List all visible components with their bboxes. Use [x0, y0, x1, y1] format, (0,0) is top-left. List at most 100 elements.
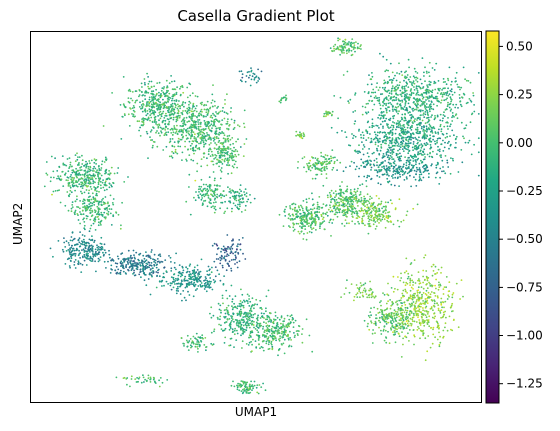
scatter-point — [361, 217, 363, 220]
scatter-point — [327, 196, 329, 199]
scatter-point — [412, 107, 415, 110]
scatter-point — [348, 102, 350, 104]
scatter-point — [198, 336, 201, 339]
scatter-point — [342, 205, 345, 208]
scatter-point — [205, 125, 208, 128]
scatter-point — [141, 124, 144, 127]
scatter-point — [325, 205, 327, 207]
scatter-point — [288, 225, 290, 227]
scatter-point — [378, 96, 380, 99]
scatter-point — [98, 178, 101, 181]
scatter-point — [51, 193, 53, 196]
scatter-point — [316, 159, 319, 162]
scatter-point — [260, 346, 263, 348]
scatter-point — [80, 169, 83, 171]
scatter-point — [158, 275, 161, 278]
scatter-point — [241, 301, 244, 304]
scatter-point — [239, 184, 242, 187]
scatter-point — [163, 106, 166, 109]
scatter-point — [292, 226, 295, 229]
scatter-point — [290, 321, 292, 324]
scatter-point — [83, 259, 86, 262]
scatter-point — [397, 136, 400, 139]
scatter-point — [85, 189, 88, 191]
scatter-point — [173, 108, 176, 111]
scatter-point — [426, 113, 429, 116]
scatter-point — [123, 260, 126, 263]
scatter-point — [87, 170, 89, 173]
scatter-point — [251, 350, 253, 353]
scatter-point — [231, 318, 234, 321]
scatter-point — [104, 181, 107, 184]
scatter-point — [88, 170, 91, 173]
scatter-point — [77, 239, 80, 242]
scatter-point — [320, 213, 323, 216]
scatter-point — [74, 259, 77, 261]
scatter-point — [211, 93, 214, 96]
scatter-point — [96, 246, 99, 249]
scatter-point — [389, 215, 392, 218]
scatter-point — [173, 145, 176, 148]
scatter-point — [79, 178, 81, 181]
scatter-point — [276, 321, 279, 324]
scatter-point — [141, 86, 143, 88]
scatter-point — [140, 262, 142, 264]
scatter-point — [258, 336, 261, 339]
scatter-point — [256, 316, 259, 319]
scatter-point — [104, 208, 106, 211]
scatter-point — [108, 249, 110, 252]
scatter-point — [108, 173, 111, 176]
scatter-point — [207, 120, 210, 123]
scatter-point — [400, 220, 403, 223]
scatter-point — [83, 169, 86, 172]
scatter-point — [442, 117, 444, 120]
scatter-point — [194, 120, 197, 123]
scatter-point — [311, 214, 313, 217]
scatter-point — [179, 285, 181, 288]
scatter-point — [407, 97, 409, 100]
scatter-point — [186, 127, 189, 130]
scatter-point — [106, 209, 109, 211]
scatter-point — [358, 47, 361, 50]
scatter-point — [179, 283, 182, 285]
scatter-point — [149, 100, 152, 103]
scatter-point — [231, 305, 233, 308]
scatter-point — [166, 379, 169, 381]
scatter-point — [453, 116, 455, 118]
scatter-point — [283, 320, 285, 322]
scatter-point — [80, 166, 83, 168]
scatter-point — [444, 92, 447, 94]
scatter-point — [192, 110, 194, 113]
scatter-point — [155, 131, 157, 134]
scatter-point — [231, 153, 234, 155]
scatter-point — [339, 161, 342, 164]
scatter-point — [253, 326, 255, 329]
scatter-point — [127, 113, 130, 116]
scatter-point — [191, 276, 194, 278]
scatter-point — [397, 98, 400, 101]
scatter-point — [401, 99, 403, 102]
scatter-point — [211, 116, 214, 119]
scatter-point — [470, 100, 473, 103]
scatter-point — [181, 136, 184, 139]
scatter-point — [387, 102, 390, 105]
scatter-point — [266, 332, 269, 335]
scatter-point — [263, 334, 266, 337]
scatter-point — [229, 188, 231, 190]
scatter-point — [234, 258, 237, 261]
scatter-point — [330, 209, 333, 212]
scatter-point — [104, 172, 106, 175]
scatter-point — [229, 337, 232, 340]
scatter-point — [389, 220, 392, 223]
scatter-point — [102, 197, 104, 200]
scatter-point — [221, 255, 223, 258]
scatter-point — [131, 91, 134, 93]
scatter-point — [150, 129, 153, 132]
scatter-point — [294, 334, 296, 337]
scatter-point — [250, 380, 253, 383]
scatter-point — [321, 218, 324, 221]
scatter-point — [405, 100, 407, 103]
scatter-point — [430, 101, 433, 103]
scatter-point — [251, 330, 253, 332]
scatter-point — [359, 184, 361, 187]
